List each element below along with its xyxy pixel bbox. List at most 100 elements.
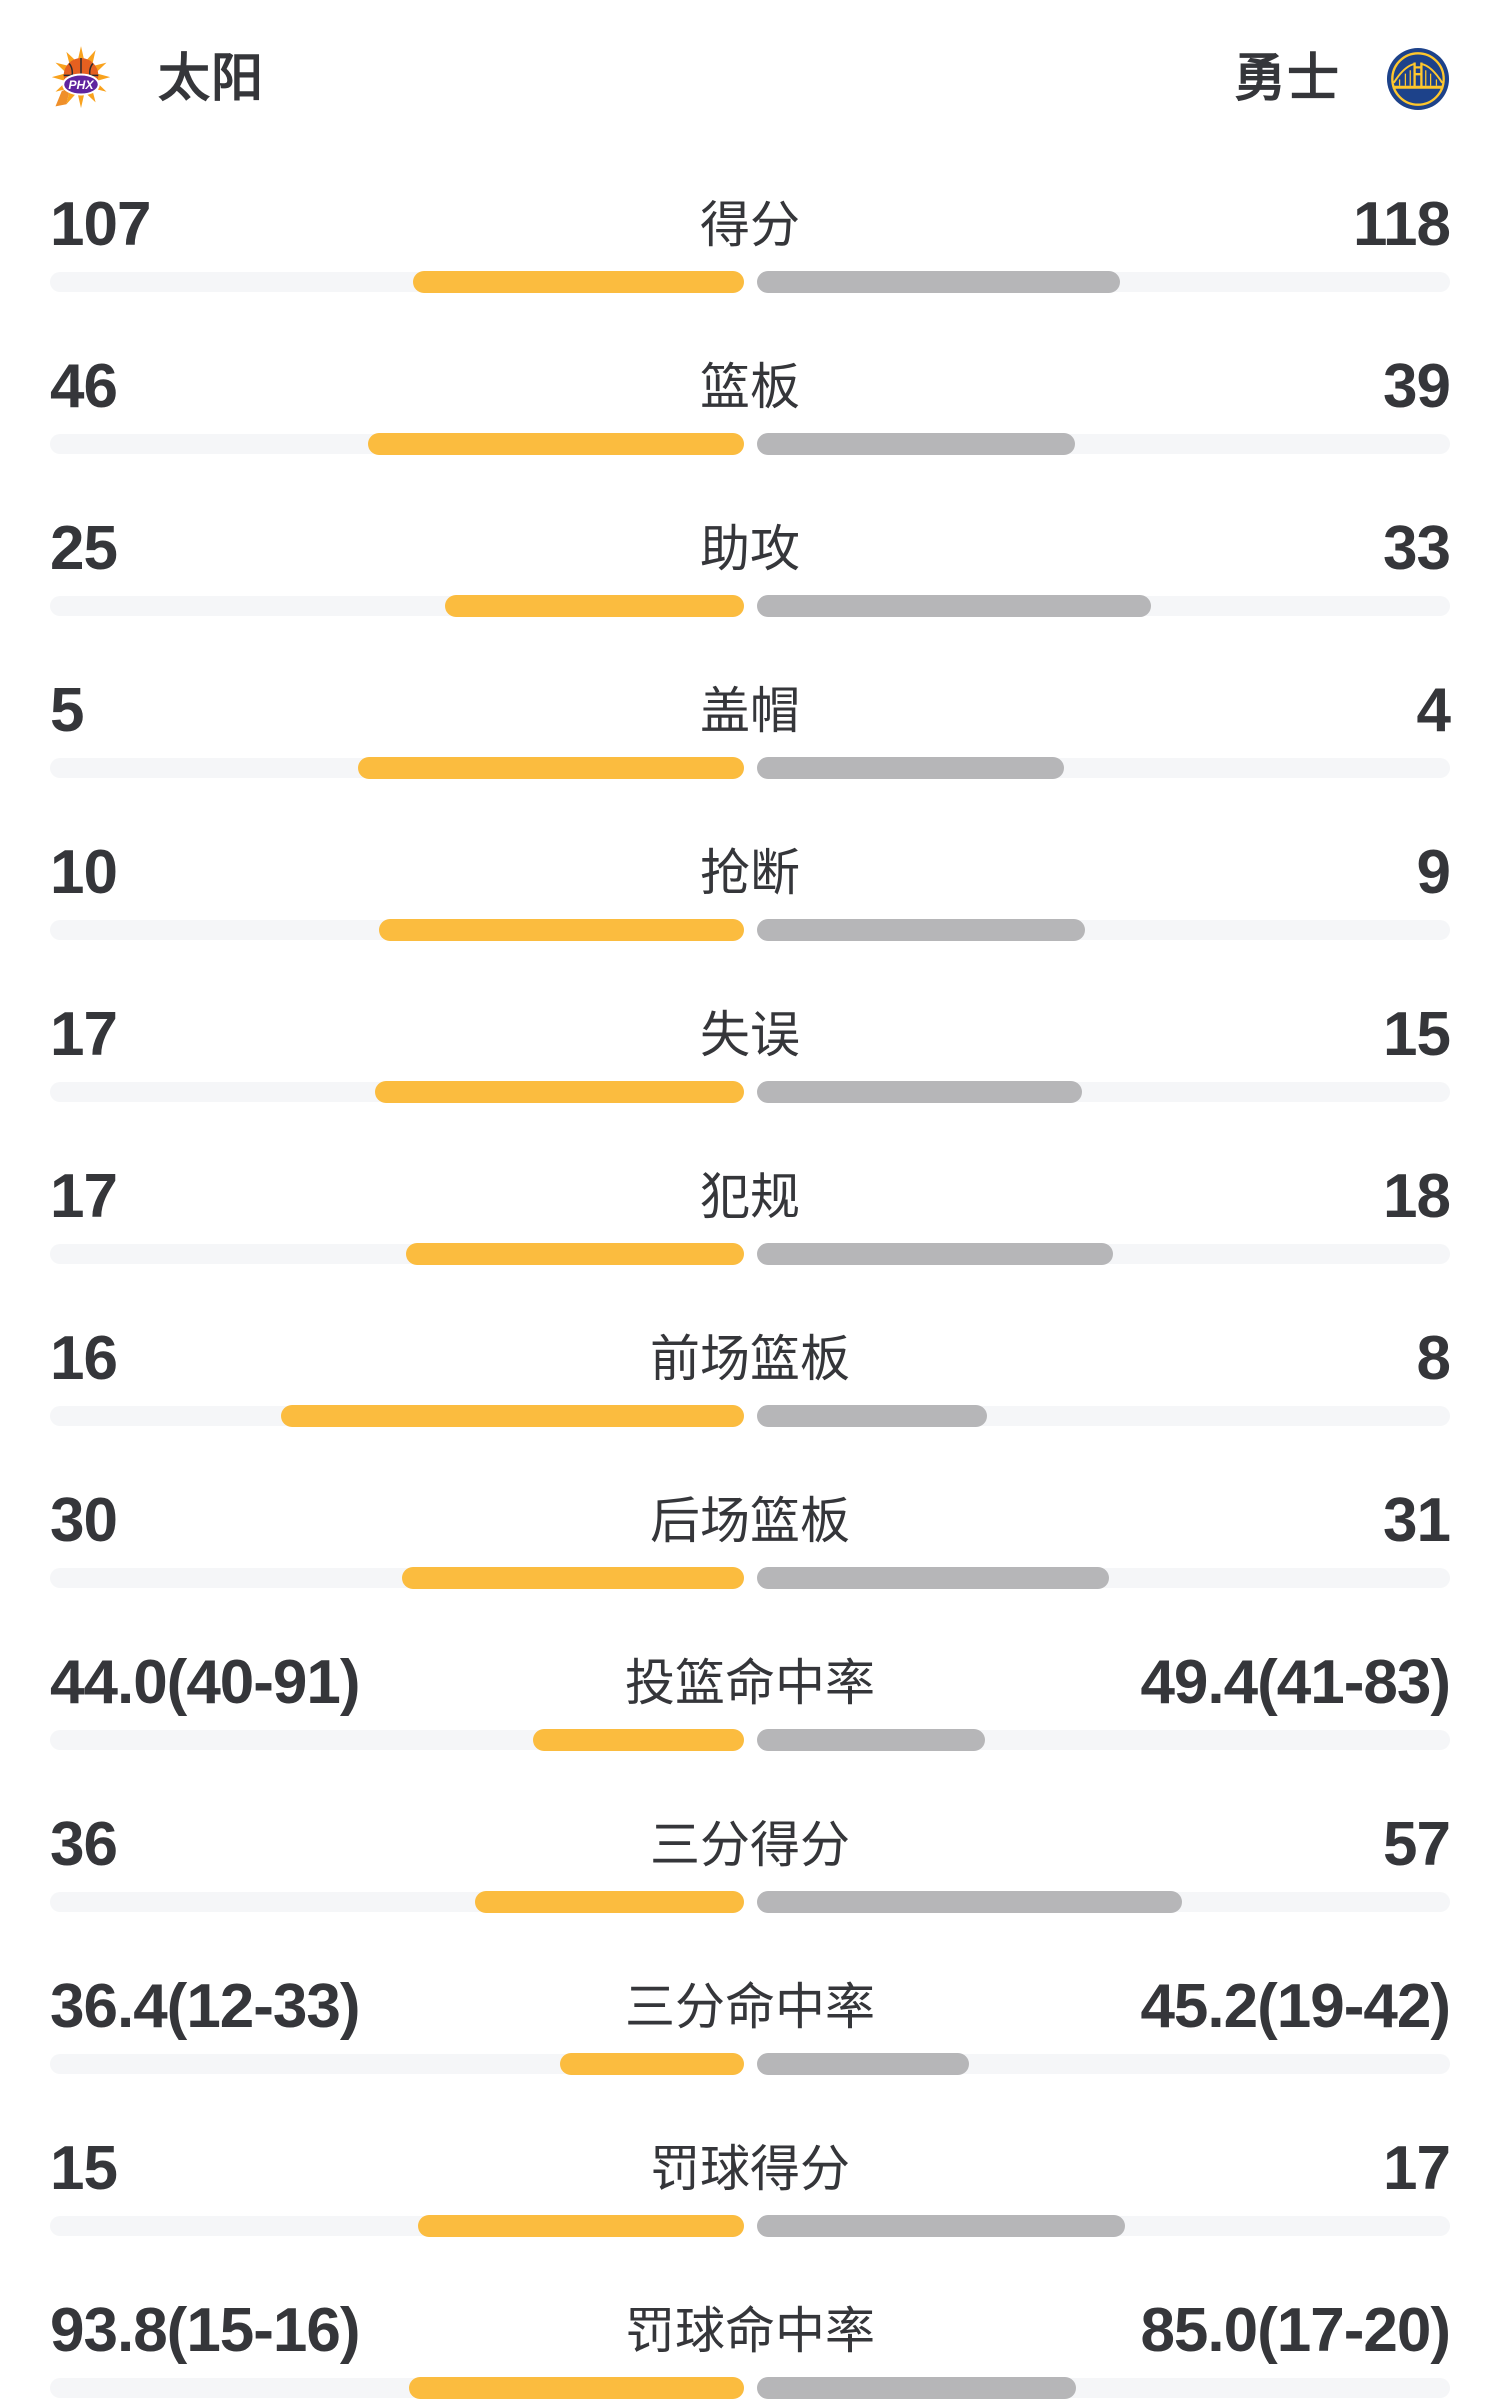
- home-bar: [406, 1243, 744, 1265]
- home-bar: [418, 2215, 744, 2237]
- home-bar-track: [50, 433, 744, 455]
- stat-bars: [50, 2053, 1450, 2075]
- home-bar-track: [50, 1891, 744, 1913]
- stat-bars: [50, 1081, 1450, 1103]
- stat-home-value: 25: [50, 514, 118, 583]
- stat-line: 17 犯规 18: [50, 1162, 1451, 1231]
- team-away-name: 勇士: [1233, 50, 1340, 108]
- stat-label: 前场篮板: [650, 1331, 850, 1387]
- stat-label: 投篮命中率: [625, 1655, 875, 1711]
- home-bar-track: [50, 2053, 744, 2075]
- stat-bars: [50, 757, 1450, 779]
- home-bar-track: [50, 757, 744, 779]
- stat-bars: [50, 1567, 1450, 1589]
- stat-away-value: 45.2(19-42): [1140, 1972, 1451, 2041]
- away-bar-track: [756, 1081, 1451, 1103]
- stat-home-value: 10: [50, 838, 118, 907]
- stat-bars: [50, 271, 1450, 293]
- stat-line: 36 三分得分 57: [50, 1810, 1451, 1879]
- stat-label: 抢断: [700, 845, 800, 901]
- stat-label: 后场篮板: [650, 1493, 850, 1549]
- stat-row: 36 三分得分 57: [50, 1810, 1451, 1913]
- stat-row: 17 失误 15: [50, 1000, 1451, 1103]
- stat-label: 罚球得分: [650, 2141, 850, 2197]
- home-bar-track: [50, 595, 744, 617]
- stat-line: 17 失误 15: [50, 1000, 1451, 1069]
- home-bar: [280, 1405, 744, 1427]
- home-bar: [444, 595, 744, 617]
- stat-away-value: 17: [1383, 2134, 1451, 2203]
- stat-label: 犯规: [700, 1169, 800, 1225]
- home-bar-track: [50, 1729, 744, 1751]
- away-bar: [756, 757, 1065, 779]
- stat-line: 30 后场篮板 31: [50, 1486, 1451, 1555]
- away-bar-track: [756, 433, 1451, 455]
- away-bar: [756, 1567, 1109, 1589]
- stat-line: 5 盖帽 4: [50, 676, 1451, 745]
- away-bar-track: [756, 2377, 1451, 2399]
- stat-row: 46 篮板 39: [50, 352, 1451, 455]
- warriors-ring: [1391, 52, 1445, 106]
- home-bar-track: [50, 271, 744, 293]
- stat-label: 盖帽: [700, 683, 800, 739]
- stat-bars: [50, 2377, 1450, 2399]
- stat-home-value: 36: [50, 1810, 118, 1879]
- stat-away-value: 31: [1383, 1486, 1451, 1555]
- stat-line: 10 抢断 9: [50, 838, 1451, 907]
- warriors-logo-icon: [1386, 47, 1450, 111]
- stat-away-value: 85.0(17-20): [1140, 2296, 1451, 2365]
- stat-away-value: 15: [1383, 1000, 1451, 1069]
- suns-logo-icon: PHX: [51, 46, 111, 109]
- home-bar: [559, 2053, 744, 2075]
- team-home: PHX 太阳: [50, 46, 264, 112]
- stat-row: 107 得分 118: [50, 194, 1451, 293]
- stat-home-value: 17: [50, 1162, 118, 1231]
- stat-home-value: 16: [50, 1324, 118, 1393]
- stat-label: 三分得分: [650, 1817, 850, 1873]
- away-bar: [756, 919, 1086, 941]
- stat-home-value: 46: [50, 352, 118, 421]
- stat-away-value: 9: [1416, 838, 1451, 907]
- away-bar: [756, 595, 1152, 617]
- home-bar: [408, 2377, 744, 2399]
- away-bar: [756, 2215, 1125, 2237]
- stat-bars: [50, 1243, 1450, 1265]
- stat-line: 36.4(12-33) 三分命中率 45.2(19-42): [50, 1972, 1451, 2041]
- home-bar: [375, 1081, 744, 1103]
- stat-row: 10 抢断 9: [50, 838, 1451, 941]
- stat-bars: [50, 1729, 1450, 1751]
- away-bar: [756, 1081, 1082, 1103]
- away-bar: [756, 271, 1120, 293]
- home-bar-track: [50, 919, 744, 941]
- home-bar-track: [50, 1567, 744, 1589]
- home-bar: [475, 1891, 744, 1913]
- stats-list: 107 得分 118 46 篮板 39: [0, 194, 1500, 2399]
- stat-bars: [50, 433, 1450, 455]
- home-bar-track: [50, 1081, 744, 1103]
- home-bar: [368, 433, 744, 455]
- home-bar: [413, 271, 744, 293]
- stat-away-value: 4: [1416, 676, 1451, 745]
- home-bar-track: [50, 2215, 744, 2237]
- home-bar: [402, 1567, 744, 1589]
- suns-flare: [55, 88, 71, 107]
- stat-bars: [50, 1405, 1450, 1427]
- stat-home-value: 36.4(12-33): [50, 1972, 361, 2041]
- away-bar-track: [756, 1243, 1451, 1265]
- home-bar: [378, 919, 744, 941]
- stat-row: 17 犯规 18: [50, 1162, 1451, 1265]
- stat-label: 助攻: [700, 521, 800, 577]
- away-bar-track: [756, 1567, 1451, 1589]
- away-bar: [756, 1243, 1113, 1265]
- stat-home-value: 30: [50, 1486, 118, 1555]
- away-bar-track: [756, 1891, 1451, 1913]
- suns-oval: [62, 73, 100, 96]
- stat-row: 5 盖帽 4: [50, 676, 1451, 779]
- stat-home-value: 93.8(15-16): [50, 2296, 361, 2365]
- away-bar-track: [756, 1729, 1451, 1751]
- stat-line: 44.0(40-91) 投篮命中率 49.4(41-83): [50, 1648, 1451, 1717]
- stat-label: 失误: [700, 1007, 800, 1063]
- stat-home-value: 44.0(40-91): [50, 1648, 361, 1717]
- home-bar: [532, 1729, 744, 1751]
- stat-away-value: 57: [1383, 1810, 1451, 1879]
